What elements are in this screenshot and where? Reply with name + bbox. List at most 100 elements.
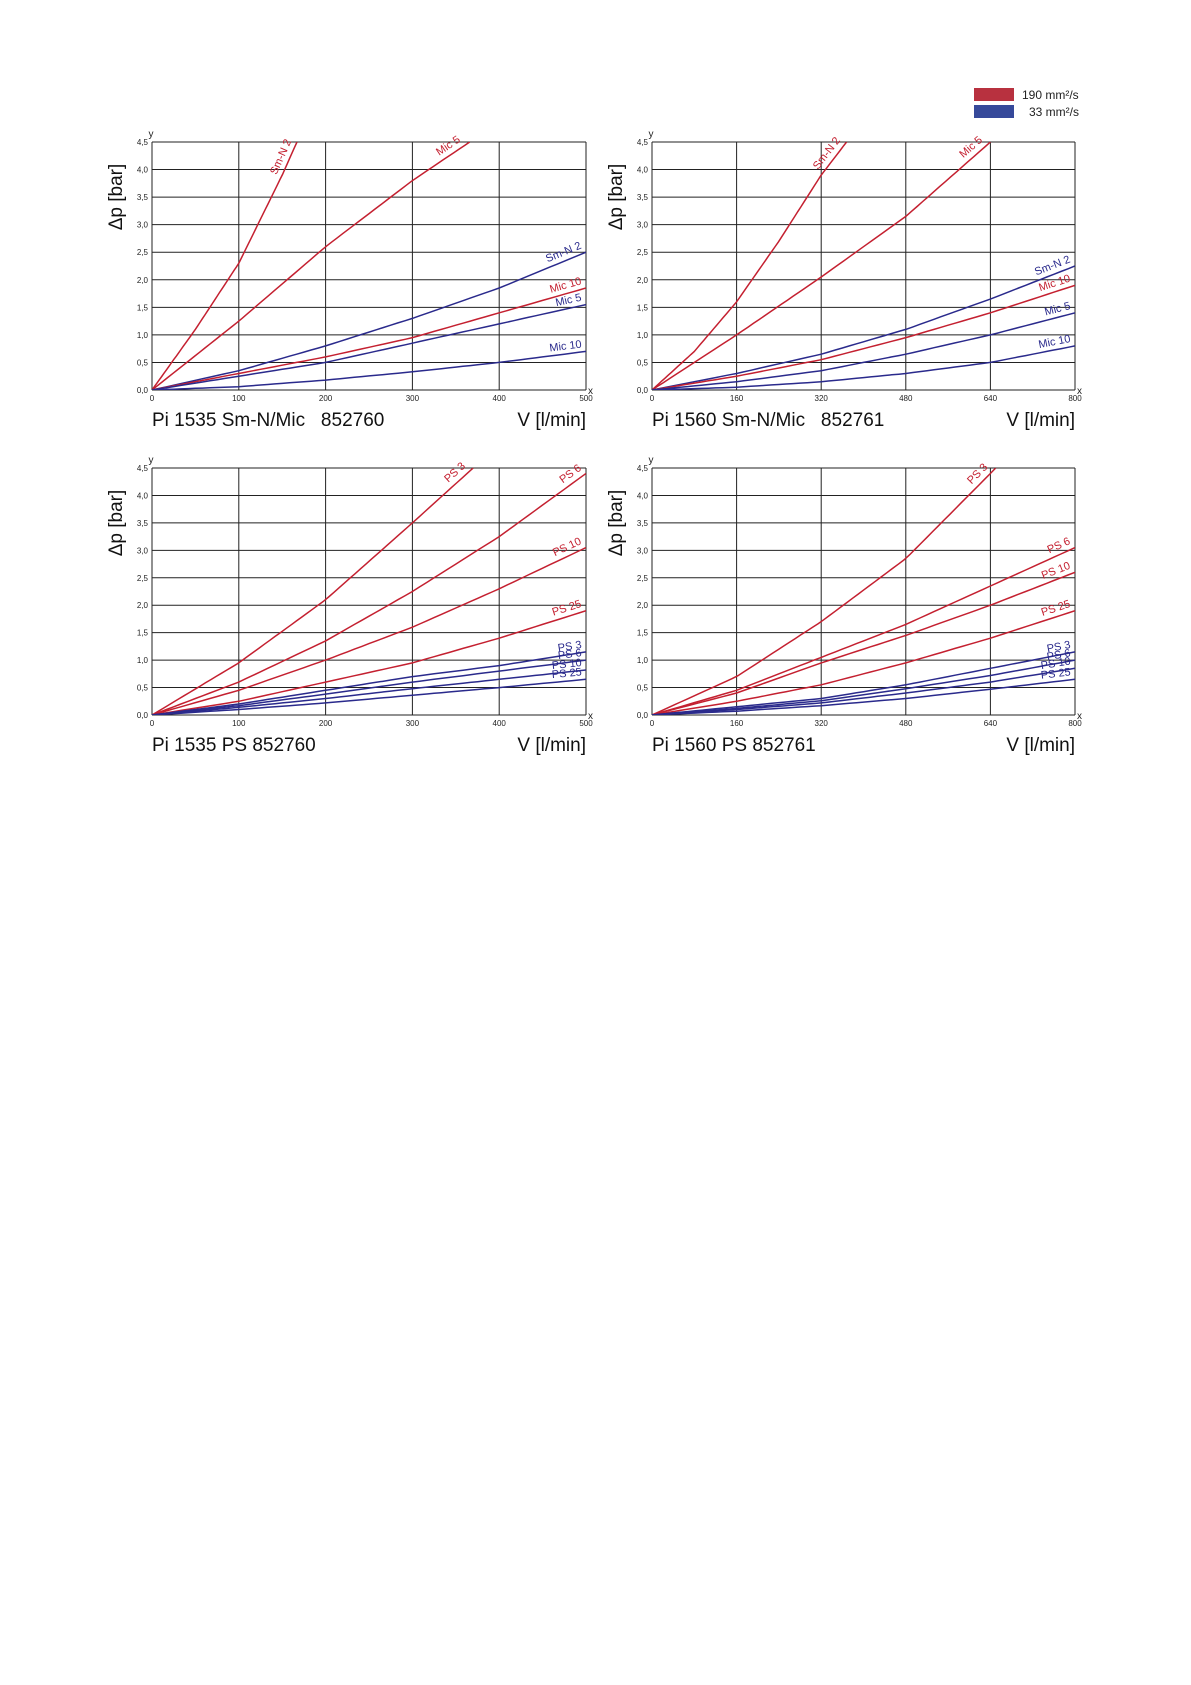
x-tick-label: 160	[730, 719, 744, 728]
curve-ps-6	[652, 546, 1075, 715]
chart-3: 0,0 0,5 1,0 1,5 2,0 2,5 3,0 3,5 4,0 4,5 0 100 200 300…	[106, 455, 593, 756]
x-tick-label: 500	[579, 719, 593, 728]
legend-swatch-33	[974, 105, 1014, 118]
y-tick-label: 3,0	[637, 546, 649, 555]
y-tick-label: 0,5	[137, 684, 149, 693]
curve-ps-25	[652, 609, 1075, 715]
x-axis-label: V [l/min]	[517, 410, 586, 431]
curve-label-ps-6: PS 6	[1046, 535, 1073, 556]
chart-caption: Pi 1535 Sm-N/Mic 852760	[152, 410, 384, 431]
y-tick-label: 4,0	[637, 491, 649, 500]
y-axis-label: Δp [bar]	[606, 164, 627, 231]
y-tick-label: 4,5	[137, 464, 149, 473]
x-tick-label: 400	[493, 394, 507, 403]
curve-mic-10	[652, 345, 1075, 390]
y-tick-label: 2,5	[637, 574, 649, 583]
x-tick-label: 500	[579, 394, 593, 403]
y-tick-label: 3,0	[137, 546, 149, 555]
y-tick-label: 4,5	[637, 464, 649, 473]
y-tick-label: 0,5	[637, 684, 649, 693]
y-tick-label: 3,5	[637, 519, 649, 528]
x-tick-label: 0	[150, 394, 155, 403]
curve-mic-5	[152, 303, 586, 390]
curve-mic-10	[152, 350, 586, 390]
y-tick-label: 1,0	[637, 656, 649, 665]
y-tick-label: 0,5	[137, 358, 149, 367]
x-tick-label: 200	[319, 394, 333, 403]
curve-ps-3	[152, 651, 586, 715]
curve-label-ps-10: PS 10	[1040, 560, 1072, 582]
curve-sm-n-2	[652, 265, 1075, 390]
curve-label-ps-25: PS 25	[1040, 666, 1071, 681]
curve-ps-25	[152, 609, 586, 715]
y-axis-letter: y	[649, 455, 654, 466]
curve-ps-3	[652, 468, 997, 715]
y-tick-label: 1,0	[137, 331, 149, 340]
chart-1: 0,0 0,5 1,0 1,5 2,0 2,5 3,0 3,5 4,0 4,5 0 100 200 300…	[106, 129, 593, 431]
y-tick-label: 1,5	[137, 629, 149, 638]
y-tick-label: 2,0	[637, 601, 649, 610]
legend-label-190: 190 mm²/s	[1022, 88, 1079, 102]
curve-ps-25	[152, 678, 586, 715]
y-axis-letter: y	[149, 129, 154, 140]
curve-sm-n-2	[152, 142, 298, 390]
legend-swatch-190	[974, 88, 1014, 101]
curve-mic-5	[652, 312, 1075, 390]
curve-sm-n-2	[152, 251, 586, 390]
curve-label-mic-5: Mic 5	[554, 292, 582, 309]
curve-mic-5	[652, 142, 991, 390]
y-tick-label: 1,0	[137, 656, 149, 665]
chart-2: 0,0 0,5 1,0 1,5 2,0 2,5 3,0 3,5 4,0 4,5 0 160 320 480…	[606, 129, 1082, 431]
x-tick-label: 320	[815, 719, 829, 728]
x-axis-letter: x	[588, 386, 593, 397]
y-tick-label: 2,0	[137, 276, 149, 285]
curve-label-mic-5: Mic 5	[434, 134, 462, 159]
y-tick-label: 3,5	[137, 193, 149, 202]
chart-caption: Pi 1535 PS 852760	[152, 735, 316, 756]
chart-caption: Pi 1560 Sm-N/Mic 852761	[652, 410, 884, 431]
y-axis-letter: y	[649, 129, 654, 140]
curve-label-ps-25: PS 25	[551, 598, 583, 618]
curve-label-ps-3: PS 3	[1046, 639, 1072, 655]
y-tick-label: 1,0	[637, 331, 649, 340]
curve-label-mic-5: Mic 5	[957, 134, 985, 160]
curve-ps-25	[652, 678, 1075, 715]
x-tick-label: 200	[319, 719, 333, 728]
curve-label-ps-25: PS 25	[551, 666, 582, 681]
curve-label-mic-10: Mic 10	[549, 338, 583, 354]
y-tick-label: 4,5	[137, 138, 149, 147]
x-tick-label: 400	[493, 719, 507, 728]
x-tick-label: 0	[150, 719, 155, 728]
x-axis-letter: x	[1077, 386, 1082, 397]
x-tick-label: 160	[730, 394, 744, 403]
curve-ps-10	[152, 546, 586, 715]
y-axis-label: Δp [bar]	[106, 164, 127, 231]
curve-label-ps-6: PS 6	[1046, 647, 1072, 663]
y-tick-label: 2,5	[137, 248, 149, 257]
y-tick-label: 0,5	[637, 358, 649, 367]
curve-ps-10	[152, 669, 586, 715]
y-tick-label: 3,0	[137, 221, 149, 230]
x-tick-label: 0	[650, 719, 655, 728]
x-tick-label: 320	[815, 394, 829, 403]
curve-mic-10	[652, 284, 1075, 390]
chart-caption: Pi 1560 PS 852761	[652, 735, 816, 756]
x-axis-label: V [l/min]	[1006, 410, 1075, 431]
curve-label-ps-3: PS 3	[442, 460, 468, 485]
y-tick-label: 1,5	[637, 303, 649, 312]
curve-ps-6	[152, 472, 586, 715]
curve-ps-6	[152, 659, 586, 715]
x-tick-label: 640	[984, 394, 998, 403]
curve-label-ps-25: PS 25	[1040, 598, 1072, 619]
x-axis-letter: x	[588, 711, 593, 722]
curve-mic-5	[152, 142, 471, 390]
y-tick-label: 4,0	[137, 166, 149, 175]
curve-label-ps-10: PS 10	[1040, 655, 1072, 672]
y-tick-label: 4,0	[637, 166, 649, 175]
y-tick-label: 1,5	[137, 303, 149, 312]
x-tick-label: 100	[232, 719, 246, 728]
x-tick-label: 800	[1068, 719, 1082, 728]
curve-mic-10	[152, 287, 586, 390]
curve-ps-3	[152, 468, 474, 715]
